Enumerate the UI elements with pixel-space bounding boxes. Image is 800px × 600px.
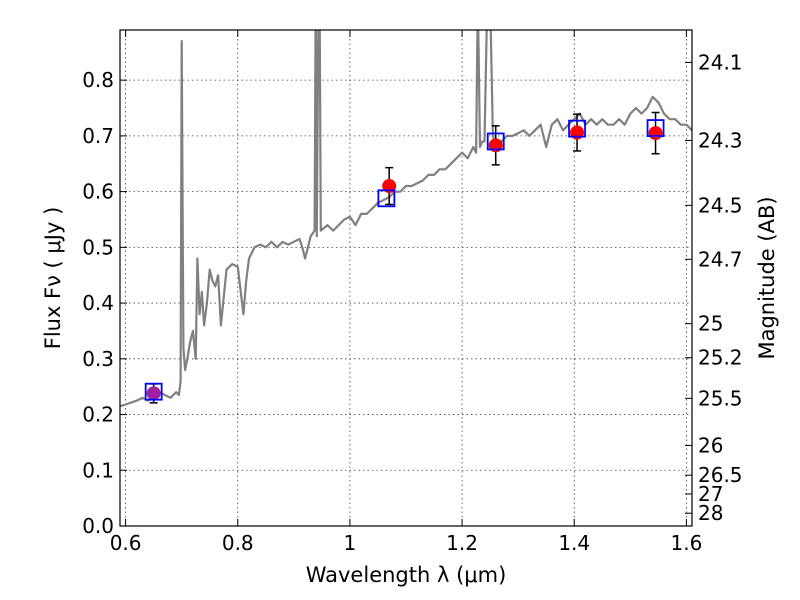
y-tick-label: 0.4 [82,291,114,315]
y-tick-label: 0.3 [82,347,114,371]
x-tick-label: 1.2 [446,531,478,555]
mag-tick-label: 24.1 [698,50,743,74]
x-tick-label: 0.6 [110,531,142,555]
model-spectrum-line [120,30,692,408]
axis-ticks: 0.6 0.8 1 1.2 1.4 1.6 0.0 0.1 0.2 0.3 0.4 0.5 0.6 0.7… [82,30,743,555]
y-tick-label: 0.8 [82,68,114,92]
mag-tick-label: 26 [698,433,723,457]
x-tick-label: 1.4 [558,531,590,555]
mag-tick-label: 25.5 [698,386,743,410]
x-tick-label: 0.8 [222,531,254,555]
x-axis-label: Wavelength λ (μm) [306,563,507,587]
model-photometry-square [377,189,396,208]
mag-tick-label: 25.2 [698,346,743,370]
mag-tick-label: 26.5 [698,463,743,487]
y-tick-label: 0.5 [82,235,114,259]
model-photometry-square [646,119,665,137]
plot-area [120,30,692,408]
mag-tick-label: 24.7 [698,247,743,271]
x-tick-label: 1.6 [670,531,702,555]
y-axis-label: Flux Fν ( μJy ) [41,207,65,350]
model-photometry-square [144,382,163,401]
y-tick-label: 0.1 [82,458,114,482]
mag-tick-label: 27 [698,482,723,506]
y-tick-label: 0.7 [82,124,114,148]
y-tick-label: 0.6 [82,180,114,204]
mag-tick-label: 25 [698,312,723,336]
observed-point [648,126,663,141]
y-tick-label: 0.0 [82,514,114,538]
observed-point [146,386,161,401]
plot-frame [119,29,693,527]
mag-tick-label: 24.3 [698,128,743,152]
y2-axis-label: Magnitude (AB) [755,196,779,359]
mag-tick-label: 28 [698,501,723,525]
mag-tick-label: 24.5 [698,193,743,217]
y-tick-label: 0.2 [82,403,114,427]
grid [120,30,692,527]
model-photometry-square [486,132,505,151]
x-tick-label: 1 [344,531,357,555]
model-photometry-square [568,119,586,138]
